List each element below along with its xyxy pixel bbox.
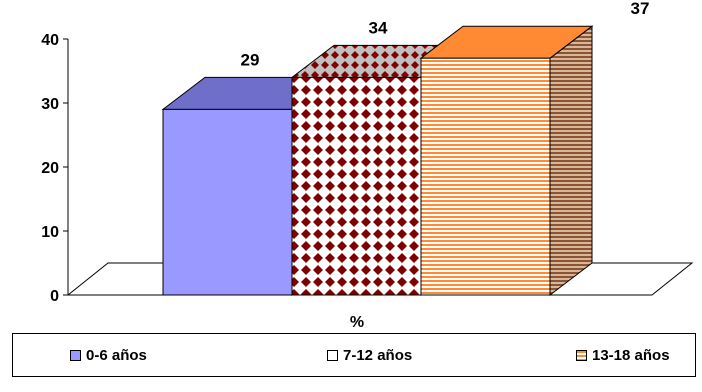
bar-chart: 0 10 20 30 40 29 34 37 % (41, 0, 694, 330)
data-label-0: 29 (241, 50, 260, 69)
y-tick-label-1: 10 (41, 224, 59, 241)
y-tick-label-4: 40 (41, 32, 59, 49)
data-labels: 29 34 37 (241, 0, 650, 69)
bar-2-front (420, 57, 551, 296)
legend-item-2: 13-18 años (576, 347, 670, 364)
data-label-1: 34 (369, 18, 388, 37)
bars (161, 25, 594, 297)
legend-item-1: 7-12 años (327, 347, 412, 364)
legend-swatch-2 (576, 350, 587, 361)
legend-label-2: 13-18 años (592, 347, 670, 364)
legend: 0-6 años 7-12 años 13-18 años (12, 333, 696, 377)
bar-1-front (291, 76, 422, 296)
y-tick-label-2: 20 (41, 160, 59, 177)
legend-item-0: 0-6 años (70, 347, 147, 364)
legend-label-0: 0-6 años (86, 347, 147, 364)
legend-label-1: 7-12 años (343, 347, 413, 364)
legend-swatch-0 (70, 350, 81, 361)
legend-swatch-1 (327, 350, 338, 361)
bar-2 (419, 25, 594, 297)
y-tick-label-0: 0 (50, 288, 59, 305)
data-label-2: 37 (631, 0, 650, 18)
y-axis: 0 10 20 30 40 (41, 32, 69, 305)
bar-0-front (162, 108, 293, 296)
bar-2-side (549, 25, 593, 297)
x-axis-label: % (350, 314, 364, 330)
y-tick-label-3: 30 (41, 96, 59, 113)
